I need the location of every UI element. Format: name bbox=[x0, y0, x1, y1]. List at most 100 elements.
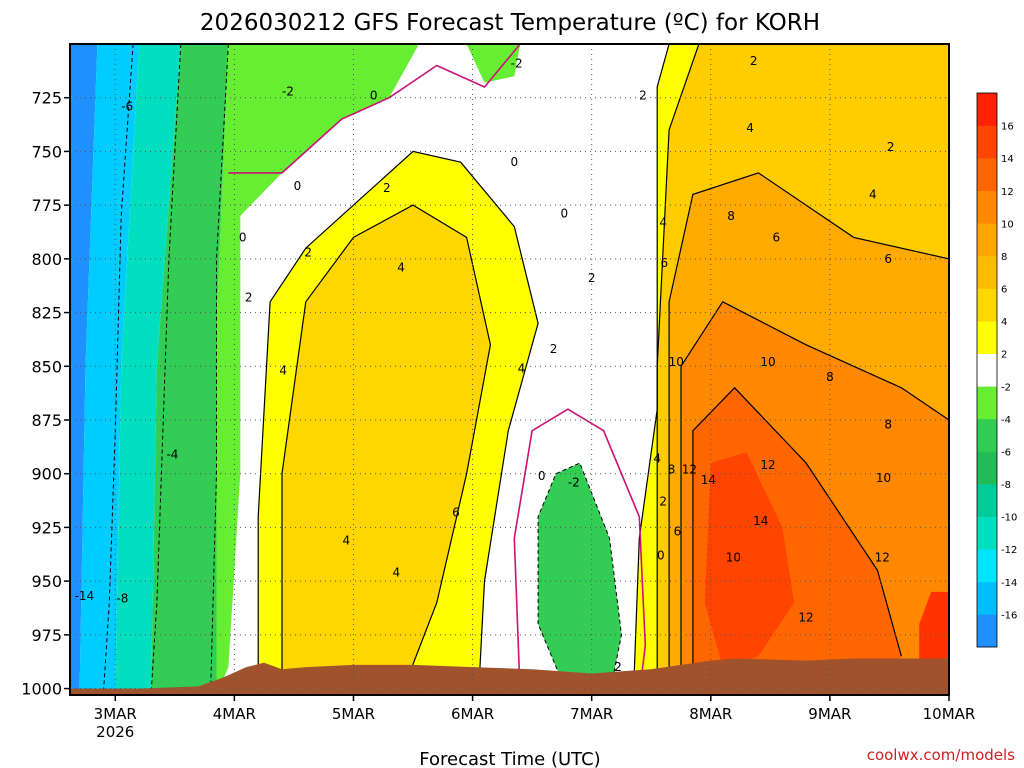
x-tick-label: 3MAR bbox=[94, 705, 137, 723]
colorbar-label: -10 bbox=[1001, 513, 1017, 524]
colorbar-label: -16 bbox=[1001, 610, 1017, 621]
colorbar-swatch bbox=[977, 386, 997, 420]
x-axis-label: Forecast Time (UTC) bbox=[419, 749, 600, 768]
colorbar-label: 2 bbox=[1001, 350, 1007, 361]
region-green-west bbox=[151, 44, 229, 695]
contour-label: 0 bbox=[560, 207, 568, 221]
contour-label: 14 bbox=[701, 473, 716, 487]
contour-label: 2 bbox=[750, 54, 758, 68]
contour-label: 10 bbox=[669, 355, 684, 369]
contour-label: 2 bbox=[304, 245, 312, 259]
contour-label: 10 bbox=[760, 355, 775, 369]
contour-label: -2 bbox=[511, 56, 523, 70]
contour-minus6-0 bbox=[102, 44, 134, 695]
contour-label: 12 bbox=[682, 462, 697, 476]
x-tick-label: 4MAR bbox=[213, 705, 256, 723]
colorbar-label: -4 bbox=[1001, 415, 1011, 426]
contour-minus4-1 bbox=[150, 44, 182, 695]
region-cold-blue bbox=[70, 44, 98, 695]
contour-label: 8 bbox=[884, 417, 892, 431]
colorbar-label: -12 bbox=[1001, 545, 1017, 556]
plot-frame bbox=[69, 43, 950, 696]
terrain-layer bbox=[70, 658, 949, 695]
contour-label: 0 bbox=[538, 469, 546, 483]
colorbar-label: -2 bbox=[1001, 382, 1011, 393]
contour-labels: -6 -4 -8 -14 -2 -2 0 0 0 0 0 0 0 2 2 2 2 2 2 2 2 2 2 -2 4 4 4 4 4 4 4 4… bbox=[74, 54, 894, 674]
colorbar-swatch bbox=[977, 549, 997, 583]
x-tick-label: 5MAR bbox=[332, 705, 375, 723]
contour-label: -14 bbox=[74, 589, 94, 603]
contour-label: 4 bbox=[397, 260, 405, 274]
colorbar-frame bbox=[976, 92, 998, 648]
contour-label: 2 bbox=[550, 342, 558, 356]
chart-title: 2026030212 GFS Forecast Temperature (ºC)… bbox=[200, 10, 820, 36]
colorbar-swatch bbox=[977, 125, 997, 159]
x-tick-label: 9MAR bbox=[808, 705, 851, 723]
contour-label: 12 bbox=[798, 611, 813, 625]
colorbar-label: -8 bbox=[1001, 480, 1011, 491]
contour-2-4 bbox=[257, 150, 539, 695]
x-tick-label: 10MAR bbox=[923, 705, 976, 723]
x-tick-label: 8MAR bbox=[689, 705, 732, 723]
contour-label: 2 bbox=[639, 89, 647, 103]
contour-label: -2 bbox=[568, 475, 580, 489]
contour-label: 0 bbox=[370, 89, 378, 103]
colorbar-swatch bbox=[977, 353, 997, 387]
colorbar-swatch bbox=[977, 255, 997, 289]
contour-6-8 bbox=[668, 172, 949, 695]
colorbar-label: 14 bbox=[1001, 154, 1014, 165]
colorbar-swatch bbox=[977, 223, 997, 257]
contour-label: 14 bbox=[753, 514, 768, 528]
region-gold-main bbox=[282, 205, 491, 695]
grid-lines bbox=[70, 44, 949, 695]
contour-label: 0 bbox=[510, 155, 518, 169]
colorbar-label: -6 bbox=[1001, 447, 1011, 458]
contour-label: 8 bbox=[826, 370, 834, 384]
colorbar-swatch bbox=[977, 190, 997, 224]
contour-label: 4 bbox=[869, 187, 877, 201]
contour-label: 6 bbox=[661, 256, 669, 270]
contour-label: 0 bbox=[239, 230, 247, 244]
colorbar: -16 -14 -12 -10 -8 -6 -4 -2 2 4 6 8 10 12 14 16 bbox=[976, 92, 1017, 648]
colorbar-label: 8 bbox=[1001, 252, 1007, 263]
contour-label: 4 bbox=[659, 215, 667, 229]
y-tick-label: 725 bbox=[31, 89, 62, 108]
contour-label: 2 bbox=[887, 140, 895, 154]
contour-label: -8 bbox=[116, 591, 128, 605]
contour-label: -2 bbox=[282, 84, 294, 98]
colorbar-swatch bbox=[977, 288, 997, 322]
region-cold-teal bbox=[115, 44, 181, 695]
contour-0-3 bbox=[228, 44, 521, 174]
colorbar-label: 12 bbox=[1001, 187, 1014, 198]
y-tick-label: 800 bbox=[31, 250, 62, 269]
temperature-fill-regions bbox=[70, 44, 949, 695]
contour-10-10 bbox=[692, 386, 902, 668]
contour-label: 2 bbox=[383, 181, 391, 195]
contour-label: 6 bbox=[452, 505, 460, 519]
colorbar-swatch bbox=[977, 484, 997, 517]
y-axis: 725 750 775 800 825 850 875 900 925 950 975 1000 bbox=[21, 89, 70, 699]
y-tick-label: 875 bbox=[31, 411, 62, 430]
colorbar-swatch bbox=[977, 581, 997, 615]
colorbar-swatch bbox=[977, 516, 997, 550]
colorbar-swatch bbox=[977, 158, 997, 192]
contour-label: 12 bbox=[760, 458, 775, 472]
contour-label: 10 bbox=[876, 471, 891, 485]
contour-label: 12 bbox=[875, 550, 890, 564]
contour-4-5 bbox=[281, 204, 492, 695]
contour-label: -6 bbox=[121, 99, 133, 113]
region-green-aloft-east bbox=[466, 44, 521, 83]
colorbar-label: 4 bbox=[1001, 317, 1007, 328]
colorbar-label: 10 bbox=[1001, 219, 1014, 230]
colorbar-label: 16 bbox=[1001, 122, 1014, 133]
contour-label: 4 bbox=[653, 452, 661, 466]
colorbar-swatch bbox=[977, 614, 997, 648]
credit-text[interactable]: coolwx.com/models bbox=[867, 746, 1015, 764]
contour-label: 4 bbox=[343, 533, 351, 547]
contour-label: 8 bbox=[727, 209, 735, 223]
colorbar-swatch bbox=[977, 418, 997, 452]
contour-4-7 bbox=[656, 44, 700, 695]
colorbar-swatch bbox=[977, 451, 997, 485]
contour-label: 4 bbox=[746, 121, 754, 135]
